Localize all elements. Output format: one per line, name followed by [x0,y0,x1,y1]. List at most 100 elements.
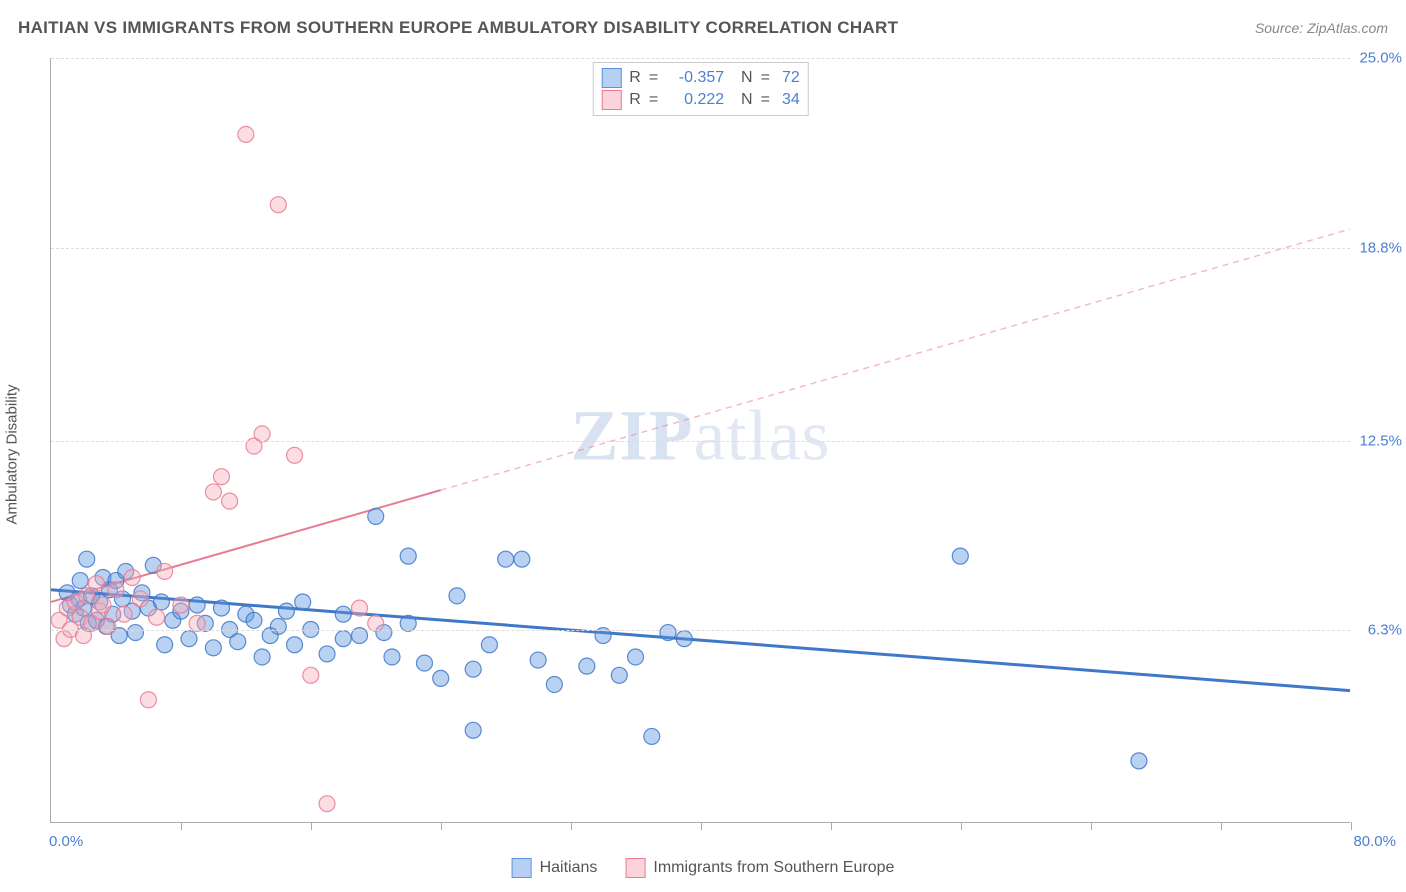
gridline-h [51,58,1350,59]
data-point [230,634,246,650]
data-point [157,637,173,653]
eq-sign: = [649,91,658,109]
data-point [514,551,530,567]
stats-legend: R = -0.357 N = 72 R = 0.222 N = 34 [592,62,809,116]
legend-item-0: Haitians [512,858,598,878]
data-point [278,603,294,619]
data-point [546,676,562,692]
stats-row-1: R = 0.222 N = 34 [601,89,800,111]
n-letter: N [732,69,752,87]
data-point [238,126,254,142]
data-point [254,649,270,665]
data-point [416,655,432,671]
legend-label-1: Immigrants from Southern Europe [653,859,894,877]
data-point [449,588,465,604]
ytick-label: 6.3% [1354,622,1402,639]
xtick [571,822,572,830]
data-point [335,631,351,647]
data-point [205,484,221,500]
x-max-label: 80.0% [1353,833,1396,850]
data-point [95,597,111,613]
data-point [124,570,140,586]
data-point [368,615,384,631]
data-point [270,618,286,634]
data-point [660,625,676,641]
chart-header: HAITIAN VS IMMIGRANTS FROM SOUTHERN EURO… [18,18,1388,38]
stats-row-0: R = -0.357 N = 72 [601,67,800,89]
data-point [303,667,319,683]
r-value-1: 0.222 [666,91,724,109]
xtick [961,822,962,830]
x-origin-label: 0.0% [49,833,83,850]
n-value-0: 72 [782,69,800,87]
data-point [530,652,546,668]
legend-item-1: Immigrants from Southern Europe [625,858,894,878]
data-point [149,609,165,625]
data-point [400,548,416,564]
data-point [79,551,95,567]
data-point [335,606,351,622]
swatch-series-0 [601,68,621,88]
data-point [498,551,514,567]
data-point [254,426,270,442]
data-point [952,548,968,564]
xtick [311,822,312,830]
ytick-label: 12.5% [1354,432,1402,449]
n-value-1: 34 [782,91,800,109]
data-point [1131,753,1147,769]
scatter-points [51,126,1147,811]
source-prefix: Source: [1255,20,1307,36]
legend-label-0: Haitians [540,859,598,877]
r-letter: R [629,69,641,87]
swatch-series-1 [601,90,621,110]
source-name: ZipAtlas.com [1307,20,1388,36]
data-point [465,661,481,677]
data-point [433,670,449,686]
data-point [108,582,124,598]
data-point [319,796,335,812]
eq-sign: = [761,91,770,109]
data-point [157,563,173,579]
data-point [465,722,481,738]
data-point [205,640,221,656]
xtick [1351,822,1352,830]
data-point [173,597,189,613]
data-point [400,615,416,631]
data-point [246,612,262,628]
data-point [676,631,692,647]
data-point [189,615,205,631]
data-point [140,692,156,708]
xtick [1091,822,1092,830]
data-point [72,573,88,589]
data-point [368,508,384,524]
xtick [1221,822,1222,830]
data-point [181,631,197,647]
legend-swatch-1 [625,858,645,878]
data-point [100,618,116,634]
xtick [831,822,832,830]
data-point [481,637,497,653]
plot-area: ZIPatlas 6.3%12.5%18.8%25.0% 0.0% 80.0% … [50,58,1350,823]
data-point [287,637,303,653]
data-point [153,594,169,610]
data-point [352,600,368,616]
eq-sign: = [649,69,658,87]
data-point [295,594,311,610]
data-point [116,606,132,622]
r-letter: R [629,91,641,109]
gridline-h [51,441,1350,442]
eq-sign: = [761,69,770,87]
ytick-label: 18.8% [1354,239,1402,256]
data-point [270,197,286,213]
data-point [287,447,303,463]
data-point [132,591,148,607]
xtick [701,822,702,830]
data-point [611,667,627,683]
data-point [628,649,644,665]
bottom-legend: Haitians Immigrants from Southern Europe [512,858,895,878]
n-letter: N [732,91,752,109]
data-point [222,493,238,509]
data-point [213,469,229,485]
r-value-0: -0.357 [666,69,724,87]
data-point [579,658,595,674]
